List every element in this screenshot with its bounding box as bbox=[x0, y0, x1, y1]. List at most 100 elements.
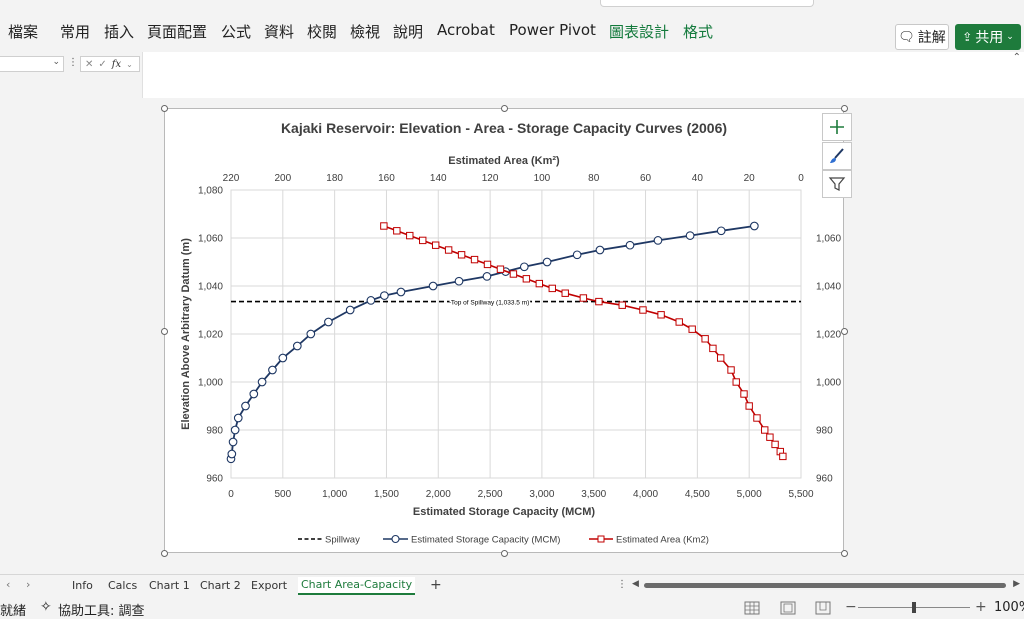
name-box[interactable]: ⌄ bbox=[0, 56, 64, 72]
confirm-icon[interactable]: ✓ bbox=[98, 58, 107, 70]
storage-point bbox=[396, 287, 406, 297]
sheet-tab[interactable]: Chart 2 bbox=[200, 579, 241, 592]
scrollbar-thumb[interactable] bbox=[644, 583, 1006, 588]
area-point bbox=[675, 318, 683, 326]
share-button[interactable]: ⇪ 共用 ⌄ bbox=[955, 24, 1021, 50]
comments-button[interactable]: 🗨 註解 bbox=[895, 24, 949, 50]
area-point bbox=[709, 344, 717, 353]
sheet-tab[interactable]: Calcs bbox=[108, 579, 138, 592]
chart-elements-button[interactable] bbox=[822, 113, 852, 141]
area-point bbox=[701, 335, 709, 343]
ribbon-tab[interactable]: Power Pivot bbox=[509, 21, 596, 39]
ready-status: 就緒 bbox=[0, 604, 27, 619]
area-point bbox=[618, 301, 626, 309]
x2-tick-label: 160 bbox=[378, 173, 395, 184]
resize-handle[interactable] bbox=[161, 105, 168, 112]
zoom-slider-thumb[interactable] bbox=[912, 602, 916, 613]
search-box[interactable] bbox=[600, 0, 814, 7]
x2-tick-label: 60 bbox=[640, 173, 652, 184]
horizontal-scrollbar[interactable]: ◀ ▶ bbox=[632, 579, 1020, 591]
y2-tick-label: 960 bbox=[816, 474, 833, 485]
area-point bbox=[766, 433, 774, 441]
cancel-icon[interactable]: ✕ bbox=[85, 58, 94, 70]
more-options-icon[interactable]: ⋮ bbox=[68, 57, 78, 68]
resize-handle[interactable] bbox=[501, 105, 508, 112]
storage-point bbox=[241, 401, 250, 411]
resize-handle[interactable] bbox=[841, 105, 848, 112]
scroll-left-icon[interactable]: ‹ bbox=[6, 578, 11, 591]
scroll-right-icon[interactable]: › bbox=[26, 578, 31, 591]
area-line bbox=[383, 225, 784, 457]
ribbon-tab[interactable]: 說明 bbox=[393, 23, 424, 41]
resize-handle[interactable] bbox=[161, 328, 168, 335]
y2-tick-label: 1,060 bbox=[816, 234, 841, 245]
more-options-icon[interactable]: ⋮ bbox=[617, 579, 627, 590]
storage-point bbox=[454, 276, 464, 286]
sheet-tab[interactable]: Info bbox=[72, 579, 93, 592]
x-tick-label: 2,000 bbox=[426, 489, 451, 500]
resize-handle[interactable] bbox=[501, 550, 508, 557]
chart-filters-button[interactable] bbox=[822, 170, 852, 198]
area-point bbox=[483, 260, 492, 269]
area-point bbox=[595, 297, 603, 306]
sheet-tab[interactable]: Chart 1 bbox=[149, 579, 190, 592]
resize-handle[interactable] bbox=[161, 550, 168, 557]
chart-styles-button[interactable] bbox=[822, 142, 852, 170]
scroll-left-icon[interactable]: ◀ bbox=[632, 579, 639, 589]
sheet-tab-bar: ‹ › Info Calcs Chart 1 Chart 2 Export Chart A… bbox=[0, 574, 1024, 597]
comment-icon: 🗨 bbox=[898, 29, 915, 45]
x-tick-label: 2,500 bbox=[478, 489, 503, 500]
chevron-down-icon[interactable]: ⌄ bbox=[126, 59, 133, 69]
page-layout-icon[interactable] bbox=[780, 601, 796, 615]
storage-point bbox=[366, 296, 376, 305]
x2-tick-label: 220 bbox=[223, 173, 240, 184]
ribbon-tab[interactable]: 圖表設計 bbox=[609, 23, 670, 41]
ribbon-tab[interactable]: 校閱 bbox=[307, 23, 338, 41]
legend-area-marker bbox=[597, 535, 605, 543]
normal-view-icon[interactable] bbox=[744, 601, 760, 615]
ribbon-tab[interactable]: 檔案 bbox=[8, 23, 39, 41]
resize-handle[interactable] bbox=[841, 328, 848, 335]
zoom-level[interactable]: 100% bbox=[994, 600, 1024, 615]
chevron-down-icon[interactable]: ⌄ bbox=[52, 57, 60, 67]
zoom-slider[interactable] bbox=[858, 602, 970, 613]
chart-svg[interactable]: 0 500 1,000 1,500 2,000 2,500 3,000 3,500 4,000 4… bbox=[165, 109, 843, 552]
sheet-tab-active[interactable]: Chart Area-Capacity bbox=[298, 577, 416, 595]
scroll-right-icon[interactable]: ▶ bbox=[1013, 579, 1020, 589]
storage-point bbox=[380, 291, 389, 300]
ribbon-tab[interactable]: 格式 bbox=[683, 23, 714, 41]
zoom-in-button[interactable]: + bbox=[975, 599, 987, 615]
x-tick-label: 3,000 bbox=[529, 489, 554, 500]
storage-point bbox=[595, 245, 605, 255]
ribbon-tab[interactable]: 公式 bbox=[221, 23, 252, 41]
storage-point bbox=[750, 221, 759, 231]
y-tick-label: 1,040 bbox=[198, 282, 223, 293]
x2-tick-label: 0 bbox=[798, 173, 804, 184]
ribbon-tab[interactable]: 頁面配置 bbox=[147, 23, 208, 41]
zoom-out-button[interactable]: − bbox=[845, 599, 857, 615]
x2-tick-label: 120 bbox=[482, 173, 499, 184]
resize-handle[interactable] bbox=[841, 550, 848, 557]
area-point bbox=[745, 402, 753, 410]
y-tick-label: 1,060 bbox=[198, 234, 223, 245]
collapse-icon[interactable]: ⌃ bbox=[1012, 52, 1021, 63]
chart-title: Kajaki Reservoir: Elevation - Area - Sto… bbox=[281, 120, 727, 136]
accessibility-icon[interactable]: ✧ bbox=[40, 599, 52, 615]
page-break-preview-icon[interactable] bbox=[815, 601, 831, 615]
ribbon-tab[interactable]: 檢視 bbox=[350, 23, 381, 41]
ribbon-tab[interactable]: 插入 bbox=[104, 23, 135, 41]
area-point bbox=[561, 289, 569, 297]
insert-function-icon[interactable]: fx bbox=[111, 58, 122, 70]
formula-input[interactable]: ⌃ bbox=[142, 52, 1024, 98]
x-tick-label: 0 bbox=[228, 489, 234, 500]
ribbon-tab[interactable]: 常用 bbox=[60, 23, 91, 41]
storage-capacity-line bbox=[230, 225, 755, 459]
area-point bbox=[779, 452, 787, 461]
ribbon-tab[interactable]: Acrobat bbox=[437, 21, 495, 39]
ribbon-tab[interactable]: 資料 bbox=[264, 23, 295, 41]
add-sheet-button[interactable]: + bbox=[430, 577, 442, 593]
accessibility-status[interactable]: 協助工具: 調查 bbox=[58, 604, 145, 619]
sheet-tab[interactable]: Export bbox=[251, 579, 288, 592]
chart-area[interactable]: 0 500 1,000 1,500 2,000 2,500 3,000 3,500 4,000 4… bbox=[164, 108, 844, 553]
y-tick-label: 980 bbox=[206, 426, 223, 437]
